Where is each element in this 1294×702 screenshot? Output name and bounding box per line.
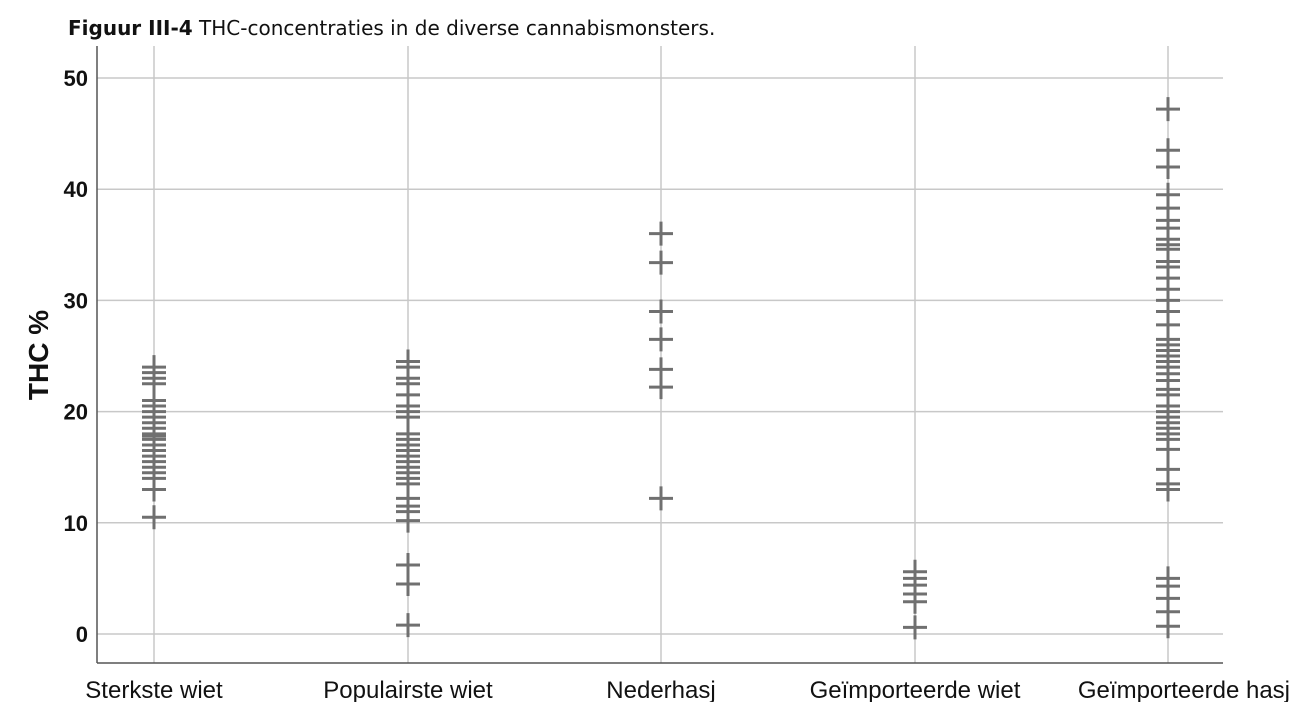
figure-label: Figuur III-4 (68, 16, 193, 40)
data-point-marker (1156, 457, 1180, 482)
data-point-marker (396, 349, 420, 374)
y-tick-label: 30 (64, 288, 88, 313)
y-tick-label: 20 (64, 400, 88, 425)
data-point-marker (649, 250, 673, 275)
data-point-marker (1156, 97, 1180, 122)
data-point-marker (142, 505, 166, 530)
data-point-marker (1156, 566, 1180, 591)
x-tick-label: Geïmporteerde hasj (1078, 677, 1290, 702)
figure-caption: Figuur III-4 THC-concentraties in de div… (68, 16, 715, 40)
data-point-marker (903, 559, 927, 584)
data-point-marker (396, 613, 420, 638)
data-point-marker (1156, 138, 1180, 163)
grid-lines (97, 46, 1223, 663)
data-point-marker (649, 357, 673, 382)
y-tick-label: 40 (64, 177, 88, 202)
x-tick-labels: Sterkste wiet Populairste wiet Nederhasj Ge… (85, 677, 1290, 702)
y-tick-label: 10 (64, 511, 88, 536)
data-markers (142, 97, 1180, 640)
x-tick-label: Nederhasj (606, 677, 715, 702)
data-point-marker (396, 553, 420, 578)
x-tick-label: Populairste wiet (323, 677, 493, 702)
figure-caption-text: THC-concentraties in de diverse cannabis… (199, 16, 716, 40)
axes (96, 46, 1223, 664)
data-point-marker (1156, 182, 1180, 207)
y-tick-labels: 0 10 20 30 40 50 (64, 66, 88, 647)
data-point-marker (649, 299, 673, 324)
data-point-marker (649, 327, 673, 352)
data-point-marker (649, 486, 673, 511)
y-tick-label: 0 (76, 622, 88, 647)
data-point-marker (649, 221, 673, 246)
data-point-marker (903, 615, 927, 640)
x-tick-label: Sterkste wiet (85, 677, 223, 702)
y-axis-label: THC % (23, 310, 54, 400)
y-tick-label: 50 (64, 66, 88, 91)
x-tick-label: Geïmporteerde wiet (810, 677, 1021, 702)
data-point-marker (142, 355, 166, 380)
